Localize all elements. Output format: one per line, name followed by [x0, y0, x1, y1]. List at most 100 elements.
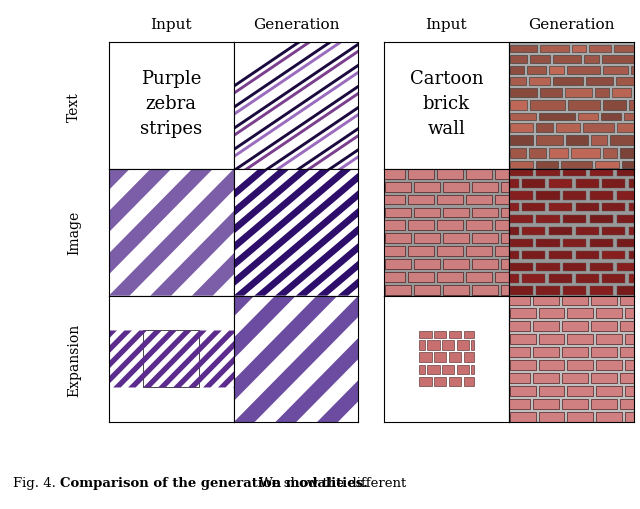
Bar	[532, 27, 557, 33]
Polygon shape	[129, 43, 322, 169]
Bar	[385, 286, 411, 295]
Bar	[524, 298, 550, 308]
Text: Fig. 4.: Fig. 4.	[13, 476, 64, 489]
Bar	[538, 386, 564, 396]
Bar	[509, 168, 533, 176]
Bar	[590, 263, 613, 271]
Bar	[549, 67, 564, 75]
Bar	[631, 67, 640, 75]
Bar	[629, 251, 640, 260]
Bar	[549, 228, 572, 236]
Bar	[533, 322, 559, 331]
Bar	[634, 89, 640, 98]
Bar	[443, 260, 468, 270]
Polygon shape	[278, 331, 342, 388]
Bar	[509, 101, 527, 110]
Bar	[443, 157, 468, 166]
Bar	[553, 144, 579, 154]
Bar	[509, 46, 536, 52]
Bar	[616, 215, 640, 224]
Bar	[620, 347, 640, 357]
Bar	[591, 270, 617, 280]
Bar	[509, 192, 533, 200]
Bar	[475, 399, 501, 409]
Bar	[582, 247, 608, 257]
Bar	[533, 373, 559, 383]
Polygon shape	[233, 331, 296, 388]
Polygon shape	[98, 331, 162, 388]
Bar	[549, 156, 572, 164]
Bar	[595, 89, 609, 98]
Polygon shape	[338, 43, 530, 169]
Polygon shape	[400, 169, 545, 296]
Polygon shape	[421, 43, 613, 169]
Polygon shape	[192, 169, 338, 296]
Bar	[563, 287, 586, 295]
Bar	[622, 36, 640, 43]
Bar	[553, 247, 579, 257]
Bar	[562, 322, 588, 331]
Bar	[504, 399, 530, 409]
Bar	[588, 157, 613, 166]
Bar	[524, 144, 550, 154]
Bar	[629, 204, 640, 212]
Polygon shape	[317, 169, 462, 296]
Bar	[356, 157, 381, 166]
Bar	[559, 286, 584, 295]
Bar	[413, 208, 440, 218]
Polygon shape	[566, 169, 640, 296]
Bar	[509, 55, 527, 64]
Polygon shape	[296, 43, 488, 169]
Bar	[575, 204, 599, 212]
Bar	[500, 208, 527, 218]
Polygon shape	[248, 331, 312, 388]
Bar	[443, 234, 468, 244]
Bar	[509, 149, 526, 159]
Bar	[616, 239, 640, 248]
Bar	[549, 275, 572, 284]
Bar	[524, 195, 550, 205]
Bar	[522, 275, 545, 284]
Bar	[538, 360, 564, 370]
Bar	[356, 234, 381, 244]
Polygon shape	[525, 169, 640, 296]
Polygon shape	[400, 43, 593, 169]
Bar	[610, 136, 634, 146]
Bar	[563, 144, 586, 153]
Bar	[536, 287, 559, 295]
Polygon shape	[67, 296, 212, 422]
Bar	[529, 182, 556, 192]
Bar	[509, 283, 536, 293]
Bar	[549, 180, 572, 188]
Bar	[509, 360, 536, 370]
Bar	[509, 386, 536, 396]
Bar	[413, 260, 440, 270]
Bar	[466, 169, 492, 179]
Polygon shape	[410, 43, 603, 169]
Polygon shape	[608, 296, 640, 422]
Polygon shape	[483, 296, 629, 422]
Bar	[350, 195, 376, 205]
Bar	[442, 341, 454, 350]
Polygon shape	[265, 43, 457, 169]
Bar	[625, 308, 640, 319]
Bar	[562, 373, 588, 383]
Bar	[568, 283, 593, 293]
Bar	[612, 89, 631, 98]
Bar	[616, 144, 640, 153]
Bar	[567, 67, 600, 75]
Bar	[568, 386, 593, 396]
Bar	[620, 149, 640, 159]
Bar	[472, 234, 497, 244]
Polygon shape	[463, 169, 623, 296]
Polygon shape	[172, 169, 332, 296]
Polygon shape	[263, 331, 326, 388]
Bar	[504, 270, 530, 280]
Bar	[483, 144, 506, 153]
Bar	[408, 144, 434, 154]
Bar	[379, 247, 405, 257]
Bar	[356, 182, 381, 192]
Bar	[602, 228, 625, 236]
Polygon shape	[234, 43, 426, 169]
Bar	[434, 353, 447, 362]
